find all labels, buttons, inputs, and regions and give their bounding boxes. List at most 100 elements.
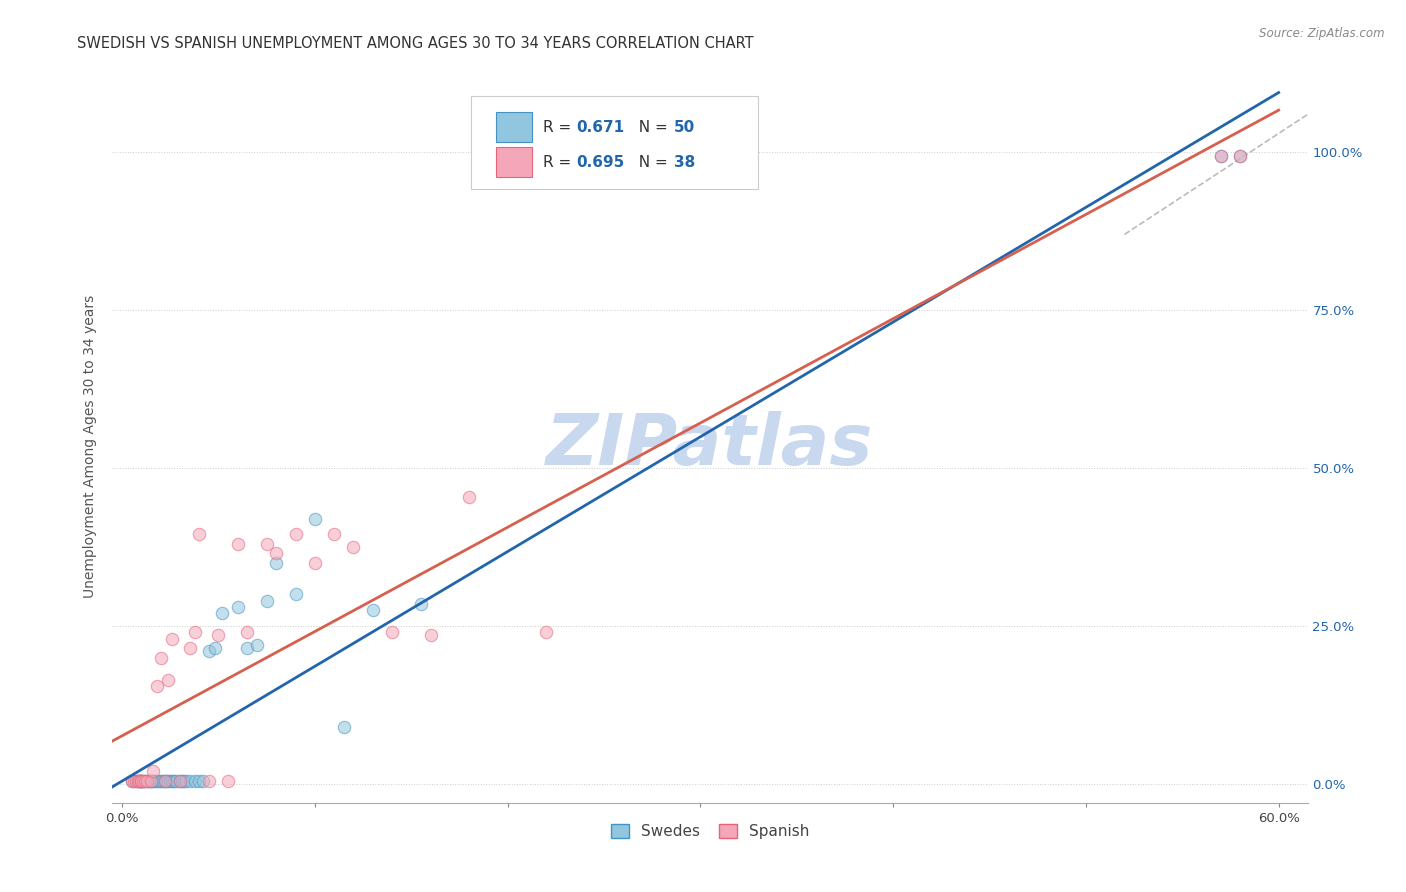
FancyBboxPatch shape bbox=[496, 147, 531, 178]
Point bbox=[304, 556, 326, 570]
Point bbox=[146, 773, 169, 788]
Point bbox=[157, 673, 180, 687]
Point bbox=[139, 773, 162, 788]
Point bbox=[174, 773, 197, 788]
Point bbox=[134, 773, 156, 788]
Point bbox=[131, 773, 153, 788]
Point bbox=[159, 773, 181, 788]
Point bbox=[142, 764, 165, 779]
Y-axis label: Unemployment Among Ages 30 to 34 years: Unemployment Among Ages 30 to 34 years bbox=[83, 294, 97, 598]
Point bbox=[131, 773, 153, 788]
Text: ZIPatlas: ZIPatlas bbox=[547, 411, 873, 481]
Point bbox=[131, 773, 153, 788]
Point bbox=[179, 773, 201, 788]
Point bbox=[304, 511, 326, 525]
Point bbox=[127, 773, 149, 788]
FancyBboxPatch shape bbox=[496, 112, 531, 142]
Point bbox=[381, 625, 404, 640]
Point bbox=[131, 773, 153, 788]
Point bbox=[134, 773, 156, 788]
Point bbox=[139, 773, 162, 788]
Point bbox=[409, 597, 432, 611]
Point bbox=[142, 773, 165, 788]
Point bbox=[173, 773, 195, 788]
Point bbox=[246, 638, 269, 652]
Point bbox=[361, 603, 384, 617]
Point bbox=[204, 641, 226, 656]
Point bbox=[211, 607, 233, 621]
Point bbox=[132, 773, 155, 788]
Point bbox=[184, 625, 207, 640]
Point bbox=[191, 773, 214, 788]
Point bbox=[136, 773, 159, 788]
Text: R =: R = bbox=[543, 120, 576, 135]
Point bbox=[170, 773, 193, 788]
Point bbox=[226, 600, 249, 615]
Point bbox=[153, 773, 176, 788]
Point bbox=[121, 773, 143, 788]
Point bbox=[149, 650, 172, 665]
Point bbox=[165, 773, 187, 788]
Legend: Swedes, Spanish: Swedes, Spanish bbox=[605, 818, 815, 845]
Point bbox=[131, 773, 153, 788]
Text: 0.671: 0.671 bbox=[576, 120, 624, 135]
Point bbox=[266, 556, 288, 570]
Text: 0.695: 0.695 bbox=[576, 155, 624, 169]
Point bbox=[153, 773, 176, 788]
Point bbox=[284, 587, 307, 601]
Point bbox=[143, 773, 166, 788]
Point bbox=[139, 773, 162, 788]
Point bbox=[148, 773, 170, 788]
Point bbox=[179, 641, 201, 656]
Point bbox=[323, 527, 346, 541]
Point bbox=[128, 773, 150, 788]
Point bbox=[121, 773, 143, 788]
Text: Source: ZipAtlas.com: Source: ZipAtlas.com bbox=[1260, 27, 1385, 40]
Point bbox=[458, 490, 481, 504]
Point bbox=[266, 546, 288, 560]
Point bbox=[226, 537, 249, 551]
Point bbox=[188, 773, 211, 788]
Point bbox=[169, 773, 191, 788]
Point bbox=[184, 773, 207, 788]
Point bbox=[136, 773, 159, 788]
Point bbox=[163, 773, 186, 788]
Point bbox=[198, 773, 221, 788]
Text: N =: N = bbox=[628, 120, 672, 135]
Point bbox=[157, 773, 180, 788]
Point bbox=[138, 773, 160, 788]
Point bbox=[333, 720, 356, 734]
Point bbox=[198, 644, 221, 658]
Point bbox=[1209, 148, 1232, 162]
Point bbox=[236, 625, 259, 640]
Point bbox=[236, 641, 259, 656]
Text: R =: R = bbox=[543, 155, 576, 169]
Point bbox=[149, 773, 172, 788]
Text: 38: 38 bbox=[675, 155, 696, 169]
Point bbox=[127, 773, 149, 788]
Point bbox=[284, 527, 307, 541]
Point bbox=[256, 537, 278, 551]
Text: 50: 50 bbox=[675, 120, 696, 135]
Point bbox=[146, 679, 169, 693]
Point bbox=[1229, 148, 1251, 162]
Point bbox=[256, 593, 278, 607]
FancyBboxPatch shape bbox=[471, 96, 758, 189]
Point bbox=[217, 773, 239, 788]
Point bbox=[122, 773, 145, 788]
Point bbox=[124, 773, 146, 788]
Point bbox=[155, 773, 177, 788]
Point bbox=[124, 773, 146, 788]
Point bbox=[419, 628, 441, 642]
Point bbox=[207, 628, 229, 642]
Point bbox=[128, 773, 150, 788]
Point bbox=[131, 773, 153, 788]
Point bbox=[1209, 148, 1232, 162]
Text: N =: N = bbox=[628, 155, 672, 169]
Point bbox=[132, 773, 155, 788]
Point bbox=[188, 527, 211, 541]
Point bbox=[342, 540, 364, 554]
Point bbox=[162, 632, 183, 646]
Point bbox=[534, 625, 557, 640]
Point bbox=[169, 773, 191, 788]
